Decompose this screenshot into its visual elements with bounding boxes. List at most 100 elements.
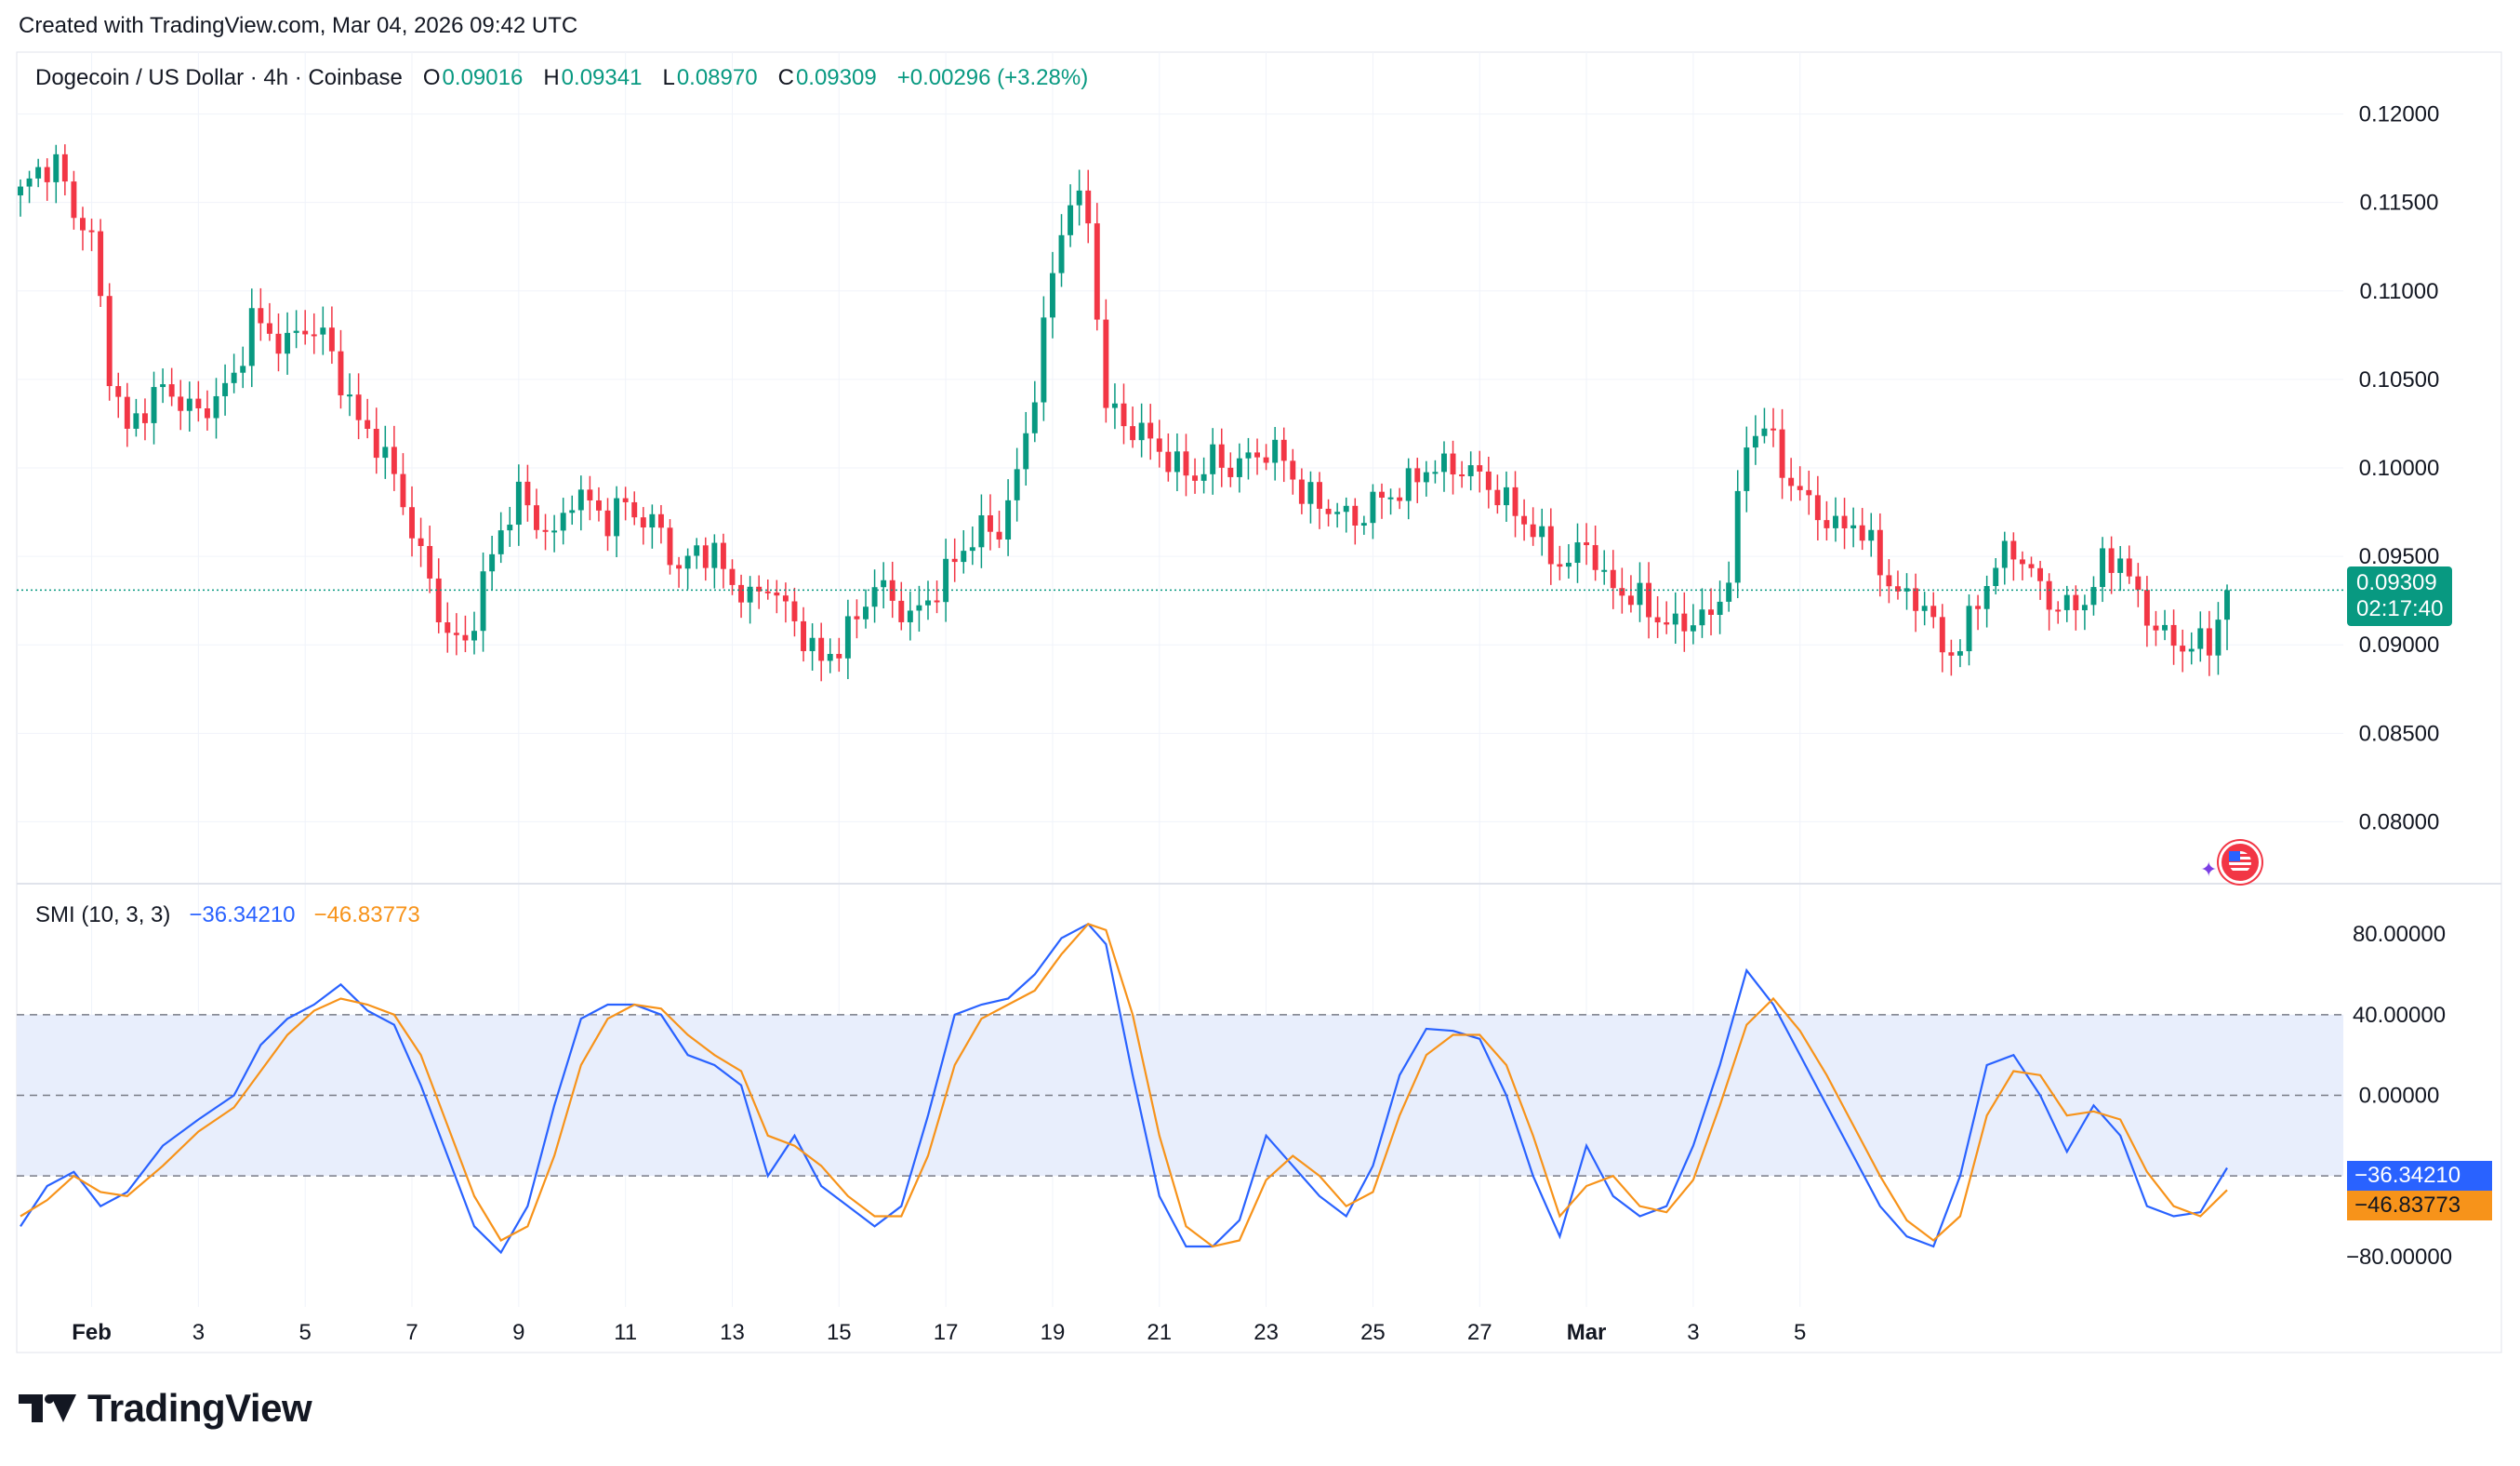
candle-body [1637, 582, 1643, 606]
candle-body [1521, 515, 1528, 525]
candle-body [106, 296, 113, 387]
close-label: C [777, 65, 794, 90]
candle-body [1111, 403, 1118, 408]
candle-body [1005, 500, 1012, 540]
candle-body [1903, 588, 1910, 592]
candle-body [373, 429, 379, 459]
candle-body [1387, 497, 1394, 500]
candle-body [854, 616, 860, 620]
brand[interactable]: TradingView [19, 1386, 312, 1431]
open-label: O [422, 65, 441, 90]
candle-body [427, 545, 433, 579]
candle-body [791, 601, 798, 621]
candle-body [1672, 613, 1678, 625]
candle-body [1512, 486, 1519, 516]
close-value: 0.09309 [795, 65, 877, 90]
candle-body [1921, 606, 1928, 611]
candle-body [1192, 475, 1199, 481]
candle-body [1627, 595, 1634, 606]
candle-body [2215, 620, 2222, 656]
price-tick-label: 0.10000 [2359, 456, 2440, 481]
time-tick-label: 27 [1467, 1320, 1492, 1345]
candle-body [35, 167, 42, 179]
candle-body [2117, 558, 2124, 573]
candle-body [2046, 580, 2052, 610]
time-tick-label: 21 [1147, 1320, 1172, 1345]
candle-body [1041, 317, 1047, 403]
candle-body [844, 616, 851, 659]
candle-body [275, 333, 282, 354]
candle-body [160, 384, 166, 388]
candle-body [587, 489, 593, 500]
candle-body [231, 372, 237, 383]
candle-body [1752, 435, 1758, 448]
candle-body [141, 413, 148, 423]
candle-body [2188, 648, 2195, 652]
grid-lines [17, 52, 2343, 1307]
candle-body [1423, 472, 1429, 483]
price-tick-label: 0.09000 [2359, 633, 2440, 658]
candle-body [2028, 564, 2035, 568]
candle-body [26, 178, 33, 187]
candle-body [1467, 465, 1474, 476]
candle-body [98, 231, 104, 297]
candle-body [497, 530, 504, 554]
time-tick-label: 17 [934, 1320, 959, 1345]
candle-body [1565, 563, 1572, 567]
candle-body [1779, 429, 1785, 478]
candle-body [1913, 588, 1919, 611]
candle-body [764, 591, 771, 593]
candle-body [702, 545, 709, 568]
candle-body [2224, 590, 2230, 620]
candle-body [186, 398, 192, 411]
candle-body [1334, 512, 1341, 514]
candle-body [1744, 447, 1750, 491]
candle-body [1975, 606, 1982, 609]
candle-body [2197, 628, 2204, 649]
candle-body [409, 507, 415, 539]
candle-body [1993, 567, 1999, 586]
smi-name[interactable]: SMI (10, 3, 3) [35, 902, 171, 927]
candle-body [222, 382, 229, 396]
candle-body [631, 501, 638, 518]
low-value: 0.08970 [676, 65, 758, 90]
candle-body [1894, 586, 1901, 592]
candle-body [1664, 622, 1670, 625]
candle-body [2055, 609, 2062, 612]
candle-body [1494, 489, 1501, 506]
candle-body [1058, 234, 1065, 273]
symbol-name[interactable]: Dogecoin / US Dollar · 4h · Coinbase [35, 65, 403, 90]
candle-body [1824, 520, 1830, 528]
candle-body [258, 308, 264, 324]
smi-tick-label: 0.00000 [2359, 1084, 2440, 1109]
time-tick-label: 15 [827, 1320, 852, 1345]
candle-body [1210, 444, 1216, 474]
candle-body [524, 481, 531, 506]
candle-body [266, 323, 272, 334]
candle-body [1121, 403, 1127, 427]
candle-body [738, 584, 745, 603]
candle-body [311, 334, 317, 337]
time-tick-label: 7 [405, 1320, 418, 1345]
candle-body [694, 545, 700, 556]
candle-body [836, 653, 842, 659]
candle-body [1263, 457, 1269, 463]
candle-body [462, 634, 469, 641]
candle-body [907, 610, 913, 622]
candle-body [1147, 422, 1154, 439]
candle-body [338, 351, 344, 395]
candle-body [1379, 491, 1385, 499]
candle-body [1868, 529, 1875, 541]
candle-body [729, 568, 736, 585]
candle-body [595, 500, 602, 511]
flag-icon[interactable] [2219, 841, 2261, 884]
candle-body [782, 595, 789, 602]
candle-body [1592, 545, 1598, 570]
sparkle-icon: ✦ [2200, 858, 2218, 881]
candle-body [133, 413, 139, 429]
price-tick-label: 0.12000 [2359, 102, 2440, 127]
smi-tick-label: 40.00000 [2353, 1003, 2446, 1028]
candle-body [871, 587, 878, 607]
time-tick-label: 3 [1687, 1320, 1699, 1345]
